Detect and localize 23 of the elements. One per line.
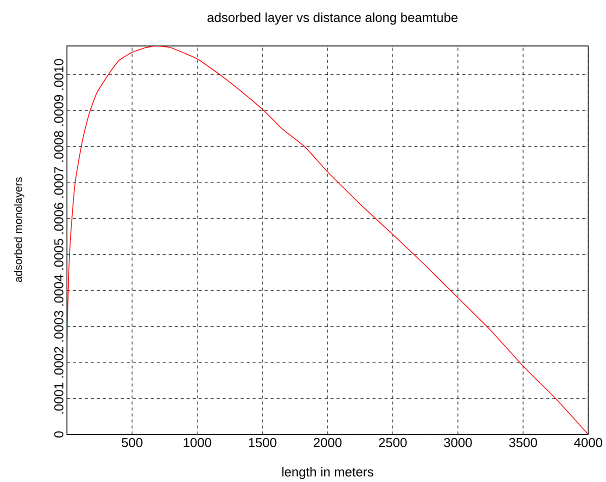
y-tick-label: .0001 (54, 382, 64, 414)
x-tick-label: 2500 (378, 438, 407, 447)
x-tick-label: 500 (122, 438, 142, 447)
y-tick-label: .0009 (54, 94, 64, 126)
chart-title: adsorbed layer vs distance along beamtube (208, 12, 458, 24)
line-series (66, 46, 588, 434)
y-tick-label: .0005 (54, 238, 64, 270)
y-tick-label: 0 (54, 431, 64, 438)
x-tick-label: 4000 (574, 438, 602, 447)
y-tick-label: .0007 (54, 166, 64, 198)
y-axis-title: adsorbed monolayers (14, 177, 24, 282)
x-axis-title: length in meters (282, 466, 374, 479)
y-tick-label: .0006 (54, 202, 64, 234)
y-tick-label: .0002 (54, 346, 64, 378)
x-tick-label: 2000 (314, 438, 342, 447)
y-tick-label: .0010 (54, 58, 64, 90)
x-tick-label: 3000 (444, 438, 472, 447)
y-tick-label: .0004 (54, 274, 64, 306)
y-tick-label: .0008 (54, 130, 64, 162)
x-tick-label: 1500 (248, 438, 276, 447)
y-tick-label: .0003 (54, 310, 64, 342)
x-tick-label: 1000 (184, 438, 212, 447)
x-tick-label: 3500 (509, 438, 538, 447)
